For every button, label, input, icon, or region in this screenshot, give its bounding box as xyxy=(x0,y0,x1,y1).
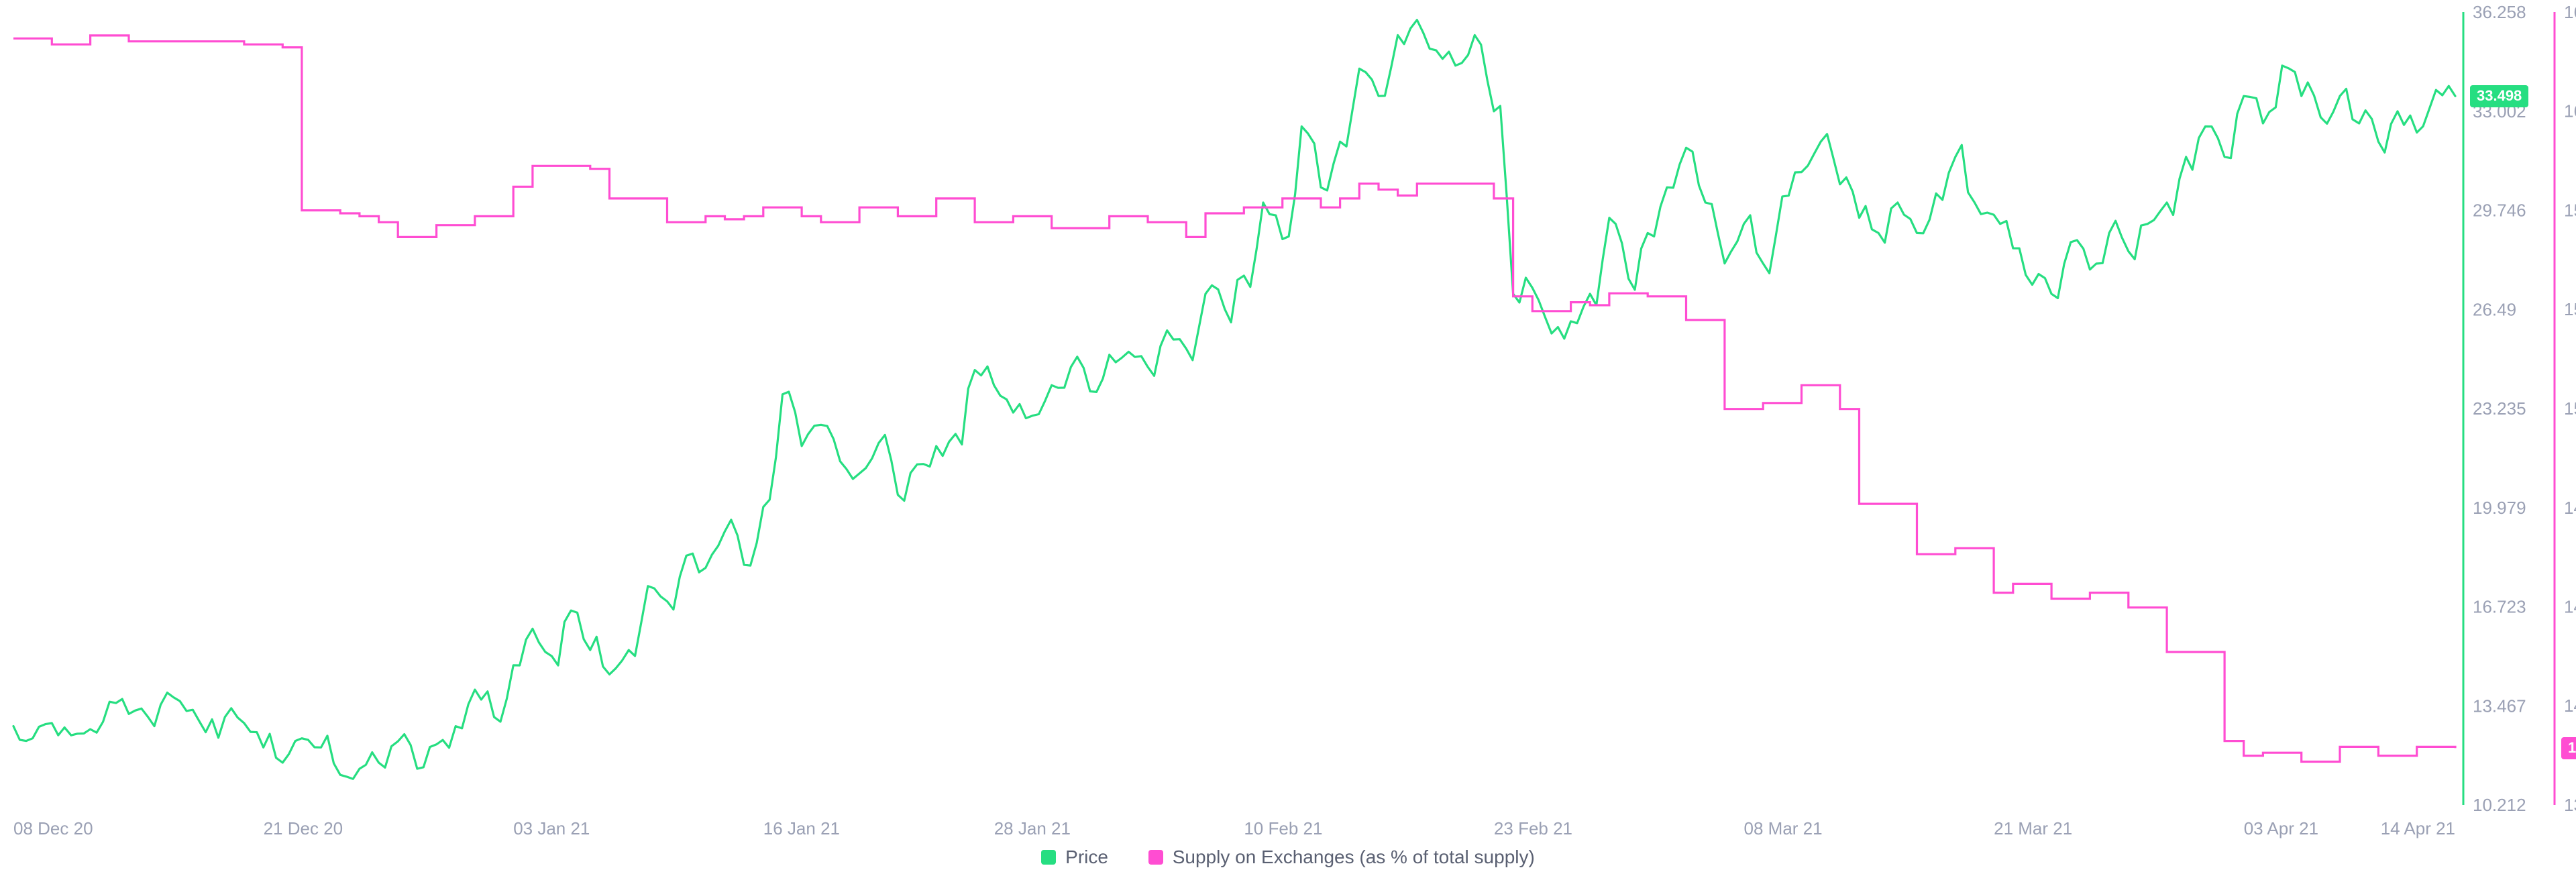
svg-text:08 Mar 21: 08 Mar 21 xyxy=(1744,818,1823,838)
svg-text:13.984: 13.984 xyxy=(2564,795,2576,815)
svg-text:14.653: 14.653 xyxy=(2564,596,2576,616)
legend-label-supply: Supply on Exchanges (as % of total suppl… xyxy=(1173,847,1535,868)
svg-text:23.235: 23.235 xyxy=(2473,398,2526,419)
svg-text:26.49: 26.49 xyxy=(2473,299,2516,319)
svg-text:36.258: 36.258 xyxy=(2473,2,2526,22)
svg-text:23 Feb 21: 23 Feb 21 xyxy=(1494,818,1572,838)
svg-text:16.325: 16.325 xyxy=(2564,101,2576,121)
legend-swatch-supply xyxy=(1148,850,1163,865)
svg-text:14.987: 14.987 xyxy=(2564,498,2576,518)
legend-label-price: Price xyxy=(1065,847,1108,868)
svg-text:08 Dec 20: 08 Dec 20 xyxy=(13,818,93,838)
legend: Price Supply on Exchanges (as % of total… xyxy=(0,847,2576,869)
svg-text:03 Jan 21: 03 Jan 21 xyxy=(513,818,590,838)
price-supply-chart: 36.25833.00229.74626.4923.23519.97916.72… xyxy=(0,0,2576,872)
svg-text:14.319: 14.319 xyxy=(2564,696,2576,716)
legend-swatch-price xyxy=(1041,850,1056,865)
svg-text:16 Jan 21: 16 Jan 21 xyxy=(763,818,840,838)
svg-text:10.212: 10.212 xyxy=(2473,795,2526,815)
legend-item-supply: Supply on Exchanges (as % of total suppl… xyxy=(1148,847,1535,868)
legend-item-price: Price xyxy=(1041,847,1108,868)
chart-svg: 36.25833.00229.74626.4923.23519.97916.72… xyxy=(0,0,2576,872)
supply-last-value-badge: 14.176 xyxy=(2561,737,2576,759)
svg-text:21 Dec 20: 21 Dec 20 xyxy=(264,818,343,838)
price-last-value-badge: 33.498 xyxy=(2470,85,2528,107)
svg-text:16.659: 16.659 xyxy=(2564,2,2576,22)
svg-text:14 Apr 21: 14 Apr 21 xyxy=(2381,818,2455,838)
svg-text:15.656: 15.656 xyxy=(2564,299,2576,319)
svg-text:28 Jan 21: 28 Jan 21 xyxy=(994,818,1071,838)
svg-text:19.979: 19.979 xyxy=(2473,498,2526,518)
svg-text:13.467: 13.467 xyxy=(2473,696,2526,716)
svg-text:15.99: 15.99 xyxy=(2564,201,2576,221)
svg-text:16.723: 16.723 xyxy=(2473,597,2526,617)
svg-text:21 Mar 21: 21 Mar 21 xyxy=(1994,818,2072,838)
svg-text:03 Apr 21: 03 Apr 21 xyxy=(2244,818,2318,838)
svg-text:15.322: 15.322 xyxy=(2564,398,2576,419)
svg-text:29.746: 29.746 xyxy=(2473,201,2526,221)
svg-text:10 Feb 21: 10 Feb 21 xyxy=(1244,818,1322,838)
